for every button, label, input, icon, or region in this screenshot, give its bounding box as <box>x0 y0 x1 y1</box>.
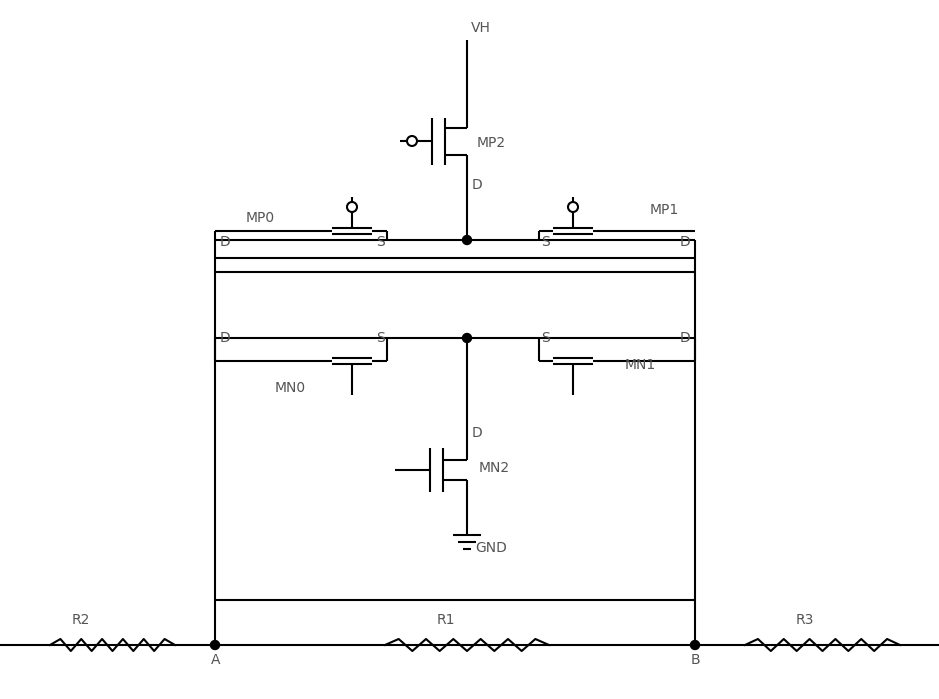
Text: MP2: MP2 <box>477 136 506 150</box>
Text: MN0: MN0 <box>275 381 306 395</box>
Text: MN1: MN1 <box>625 358 656 372</box>
Text: D: D <box>679 235 690 249</box>
Text: R2: R2 <box>72 613 90 627</box>
Text: B: B <box>691 653 700 667</box>
Text: VH: VH <box>471 21 491 35</box>
Text: S: S <box>541 235 549 249</box>
Text: A: A <box>211 653 221 667</box>
Circle shape <box>463 333 471 343</box>
Text: D: D <box>220 331 231 345</box>
Text: R1: R1 <box>437 613 455 627</box>
Text: S: S <box>541 331 549 345</box>
Circle shape <box>347 202 357 212</box>
Text: D: D <box>472 178 483 192</box>
Text: GND: GND <box>475 541 507 555</box>
Circle shape <box>210 640 220 649</box>
Text: D: D <box>220 235 231 249</box>
Circle shape <box>690 640 700 649</box>
Text: D: D <box>679 331 690 345</box>
Text: MP1: MP1 <box>650 203 679 217</box>
Circle shape <box>407 136 417 146</box>
Text: S: S <box>377 235 385 249</box>
Text: S: S <box>377 331 385 345</box>
Text: R3: R3 <box>796 613 814 627</box>
Circle shape <box>568 202 578 212</box>
Text: MP0: MP0 <box>246 211 275 225</box>
Text: D: D <box>472 426 483 440</box>
Circle shape <box>463 236 471 245</box>
Text: MN2: MN2 <box>479 461 510 475</box>
